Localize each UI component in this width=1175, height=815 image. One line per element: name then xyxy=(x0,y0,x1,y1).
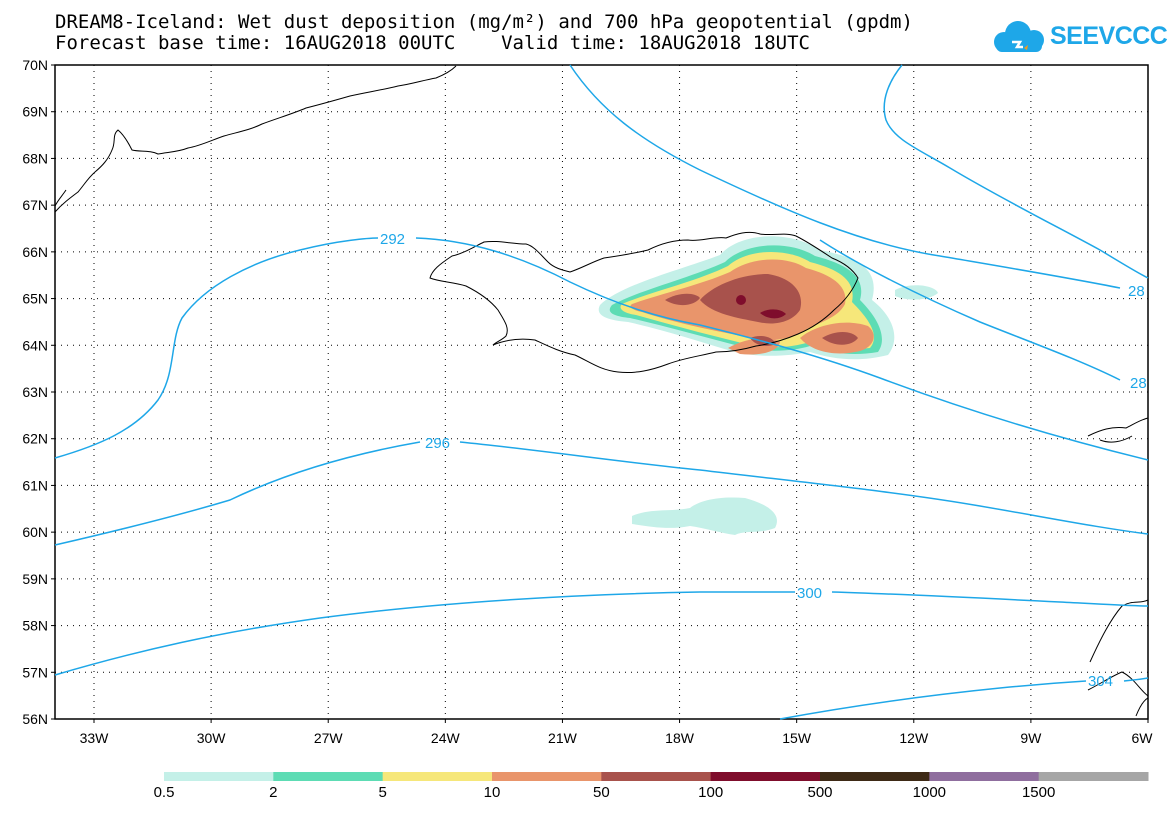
lat-label: 67N xyxy=(22,197,48,213)
colorbar-label: 2 xyxy=(269,784,278,801)
lat-label: 63N xyxy=(22,384,48,400)
lon-label: 15W xyxy=(782,730,812,746)
contour-label-292: 292 xyxy=(380,231,405,248)
dust-deposition-field xyxy=(598,236,938,535)
colorbar-swatch xyxy=(601,772,712,781)
forecast-times: Forecast base time: 16AUG2018 00UTC Vali… xyxy=(55,32,810,54)
colorbar-swatch xyxy=(820,772,930,781)
lat-label: 65N xyxy=(22,291,48,307)
colorbar-label: 10 xyxy=(483,784,501,801)
lon-label: 24W xyxy=(431,730,461,746)
colorbar-swatch xyxy=(273,772,384,781)
contour-label-28b: 28 xyxy=(1130,375,1147,392)
contour-label-304: 304 xyxy=(1088,673,1113,690)
colorbar-label: 50 xyxy=(592,784,610,801)
lat-label: 69N xyxy=(22,104,48,120)
map-title: DREAM8-Iceland: Wet dust deposition (mg/… xyxy=(55,11,913,33)
longitude-labels: 33W 30W 27W 24W 21W 18W 15W 12W 9W 6W xyxy=(80,719,1154,746)
lat-label: 61N xyxy=(22,477,48,493)
latitude-labels: 70N 69N 68N 67N 66N 65N 64N 63N 62N 61N 60N 59N 58N 5… xyxy=(22,57,55,727)
colorbar-swatch xyxy=(710,772,821,781)
contour-label-28a: 28 xyxy=(1128,283,1145,300)
colorbar-swatch xyxy=(382,772,493,781)
lon-label: 9W xyxy=(1020,730,1042,746)
colorbar-label: 5 xyxy=(378,784,387,801)
lat-label: 59N xyxy=(22,571,48,587)
lon-label: 30W xyxy=(197,730,227,746)
lat-label: 56N xyxy=(22,711,48,727)
contour-label-300: 300 xyxy=(797,585,822,602)
geopotential-contours xyxy=(54,64,1149,720)
coastlines xyxy=(54,65,1149,717)
colorbar-swatch xyxy=(164,772,274,781)
colorbar-label: 1500 xyxy=(1021,784,1056,801)
lon-label: 18W xyxy=(665,730,695,746)
lat-label: 57N xyxy=(22,664,48,680)
graticule xyxy=(55,65,1148,719)
lon-label: 12W xyxy=(899,730,929,746)
lon-label: 21W xyxy=(548,730,578,746)
colorbar-label: 0.5 xyxy=(153,784,175,801)
lat-label: 60N xyxy=(22,524,48,540)
lon-label: 33W xyxy=(80,730,110,746)
lat-label: 64N xyxy=(22,337,48,353)
lat-label: 70N xyxy=(22,57,48,73)
colorbar-label: 500 xyxy=(807,784,833,801)
lat-label: 58N xyxy=(22,618,48,634)
lat-label: 68N xyxy=(22,150,48,166)
colorbar-swatch xyxy=(929,772,1040,781)
lat-label: 66N xyxy=(22,244,48,260)
colorbar-label: 1000 xyxy=(912,784,947,801)
colorbar xyxy=(164,772,1149,781)
lon-label: 27W xyxy=(314,730,344,746)
lat-label: 62N xyxy=(22,431,48,447)
lon-label: 6W xyxy=(1132,730,1154,746)
colorbar-swatch xyxy=(492,772,602,781)
contour-label-296: 296 xyxy=(425,435,450,452)
colorbar-label: 100 xyxy=(698,784,724,801)
logo-text: SEEVCCC xyxy=(1050,22,1168,50)
colorbar-swatch xyxy=(1038,772,1149,781)
cloud-icon xyxy=(994,21,1044,52)
